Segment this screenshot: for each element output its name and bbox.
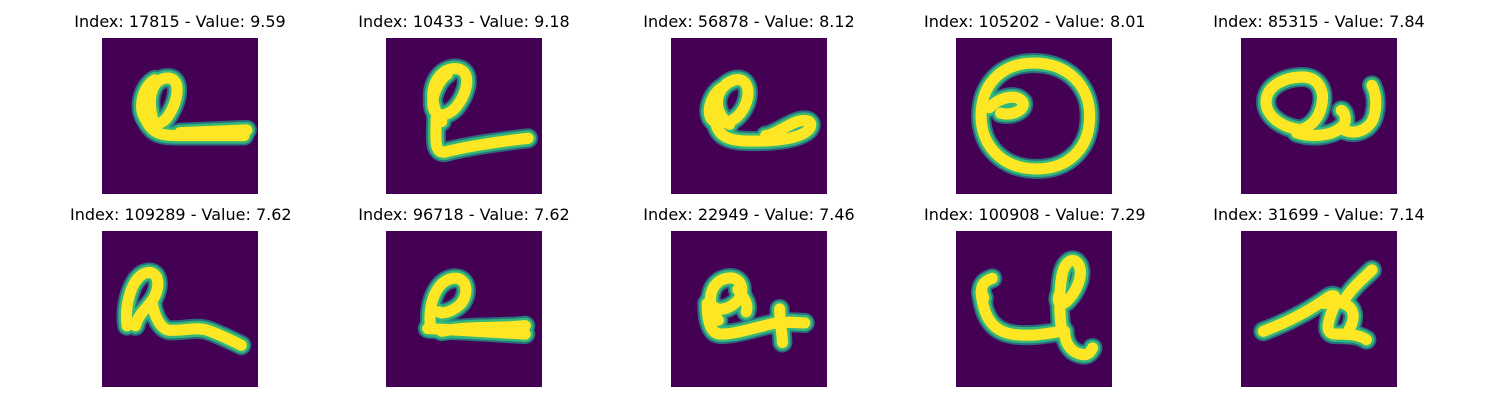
panel-title: Index: 100908 - Value: 7.29 bbox=[924, 205, 1146, 224]
image-panel: Index: 17815 - Value: 9.59 bbox=[70, 12, 290, 197]
digit-stroke bbox=[774, 303, 788, 348]
digit-stroke bbox=[1052, 255, 1086, 337]
panel-title: Index: 109289 - Value: 7.62 bbox=[70, 205, 292, 224]
digit-image bbox=[1241, 38, 1397, 194]
digit-stroke bbox=[120, 267, 164, 332]
digit-image bbox=[671, 38, 827, 194]
digit-stroke bbox=[430, 113, 534, 158]
digit-stroke bbox=[136, 72, 183, 133]
digit-stroke bbox=[710, 114, 817, 147]
panel-title: Index: 22949 - Value: 7.46 bbox=[643, 205, 855, 224]
panel-title: Index: 56878 - Value: 8.12 bbox=[643, 12, 855, 31]
image-panel: Index: 109289 - Value: 7.62 bbox=[70, 205, 292, 390]
image-panel: Index: 56878 - Value: 8.12 bbox=[639, 12, 859, 197]
image-panel: Index: 10433 - Value: 9.18 bbox=[354, 12, 574, 197]
digit-stroke bbox=[983, 91, 1029, 120]
digit-stroke bbox=[701, 297, 811, 340]
digit-stroke bbox=[1319, 296, 1359, 340]
digit-stroke bbox=[1260, 71, 1329, 136]
image-background bbox=[102, 38, 258, 194]
digit-stroke bbox=[427, 63, 473, 128]
digit-image bbox=[956, 38, 1112, 194]
digit-stroke bbox=[1338, 79, 1382, 138]
panel-title: Index: 85315 - Value: 7.84 bbox=[1213, 12, 1425, 31]
image-panel: Index: 31699 - Value: 7.14 bbox=[1209, 205, 1429, 390]
panel-title: Index: 96718 - Value: 7.62 bbox=[358, 205, 570, 224]
image-panel: Index: 105202 - Value: 8.01 bbox=[924, 12, 1146, 197]
digit-image bbox=[671, 231, 827, 387]
panel-title: Index: 17815 - Value: 9.59 bbox=[74, 12, 286, 31]
digit-stroke bbox=[732, 283, 753, 318]
digit-image bbox=[1241, 231, 1397, 387]
digit-stroke bbox=[1291, 104, 1351, 142]
digit-stroke bbox=[436, 320, 531, 337]
image-panel: Index: 22949 - Value: 7.46 bbox=[639, 205, 859, 390]
digit-image bbox=[102, 38, 258, 194]
image-panel: Index: 85315 - Value: 7.84 bbox=[1209, 12, 1429, 197]
image-panel: Index: 96718 - Value: 7.62 bbox=[354, 205, 574, 390]
digit-stroke bbox=[174, 124, 253, 139]
digit-stroke bbox=[424, 272, 472, 335]
panel-title: Index: 31699 - Value: 7.14 bbox=[1213, 205, 1425, 224]
digit-stroke bbox=[1338, 264, 1378, 307]
panel-title: Index: 10433 - Value: 9.18 bbox=[358, 12, 570, 31]
digit-stroke bbox=[703, 74, 754, 130]
digit-stroke bbox=[975, 57, 1096, 175]
image-panel: Index: 100908 - Value: 7.29 bbox=[924, 205, 1146, 390]
digit-image bbox=[386, 38, 542, 194]
digit-image bbox=[386, 231, 542, 387]
digit-image bbox=[956, 231, 1112, 387]
panel-title: Index: 105202 - Value: 8.01 bbox=[924, 12, 1146, 31]
digit-stroke bbox=[146, 297, 247, 351]
digit-image bbox=[102, 231, 258, 387]
digit-stroke bbox=[975, 286, 1068, 341]
digit-stroke bbox=[704, 272, 748, 326]
digit-stroke bbox=[1059, 325, 1099, 361]
